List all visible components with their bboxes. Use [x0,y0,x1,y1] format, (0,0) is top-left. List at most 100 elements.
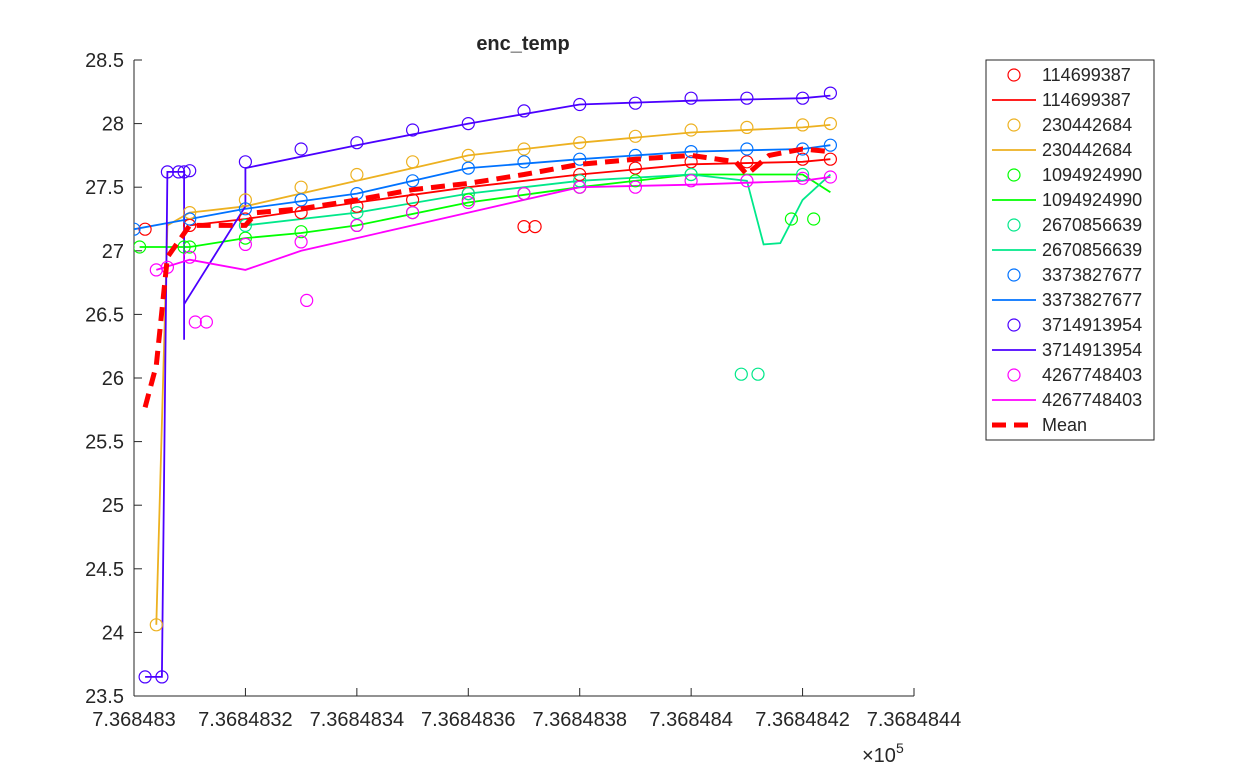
series-point-2 [628,129,643,143]
legend-marker [1007,118,1021,132]
series-point-3 [183,240,197,254]
x-tick-label: 7.368483 [92,709,175,731]
series-point-2 [294,180,308,194]
series-point-2 [517,142,531,156]
y-tick-label: 26.5 [85,304,124,326]
legend-label: 1094924990 [1042,190,1142,210]
legend-marker [1007,168,1021,182]
legend-label: 230442684 [1042,115,1132,135]
plot-area [134,60,914,696]
series-point-7 [238,237,252,251]
y-tick-label: 24 [102,622,124,644]
series-point-7 [740,174,754,188]
series-point-1 [406,193,420,207]
series-point-6 [740,91,754,105]
series-point-2 [238,193,252,207]
series-point-7 [795,171,810,185]
series-point-7 [461,195,475,210]
series-point-6 [350,136,364,150]
series-point-1 [795,152,810,166]
series-point-7 [684,174,698,188]
series-point-5 [573,152,587,166]
series-point-3 [177,240,191,254]
series-point-6 [406,123,420,137]
series-point-3 [238,231,252,245]
series-point-3 [807,212,821,226]
series-point-7 [183,250,197,264]
series-point-6 [628,96,643,110]
series-point-4 [795,167,810,182]
series-point-6 [172,165,186,179]
series-point-5 [740,142,754,156]
series-point-7 [350,218,364,232]
series-point-1 [684,155,698,169]
x-tick-label: 7.3684834 [310,709,405,731]
series-line-4 [245,173,832,246]
legend-label: 3714913954 [1042,340,1142,360]
series-point-7 [294,235,308,249]
series-point-4 [734,367,748,381]
legend-label: 3373827677 [1042,265,1142,285]
series-point-4 [350,206,364,220]
x-exponent-base: ×10 [862,745,896,767]
series-line-5 [134,144,831,231]
series-point-7 [188,315,202,329]
y-tick-label: 28 [102,114,124,136]
series-point-2 [684,123,698,137]
series-point-5 [461,161,475,175]
y-tick-label: 25.5 [85,432,124,454]
series-point-1 [628,161,643,175]
series-point-2 [149,618,163,632]
series-point-7 [573,180,587,194]
series-point-6 [795,91,810,105]
series-point-6 [238,155,252,169]
y-tick-label: 27.5 [85,177,124,199]
series-point-2 [795,118,810,132]
series-point-2 [350,167,364,182]
series-point-2 [461,148,475,162]
y-tick-label: 25 [102,495,124,517]
y-tick-label: 27 [102,241,124,263]
series-point-1 [573,167,587,182]
legend-label: 230442684 [1042,140,1132,160]
legend-marker [1007,218,1021,232]
x-exponent-label: ×105 [862,740,904,767]
series-point-7 [199,315,213,329]
series-point-7 [300,293,314,307]
legend-marker [1007,368,1021,382]
legend-marker [1007,318,1021,332]
series-point-2 [740,120,754,135]
x-tick-label: 7.3684832 [198,709,293,731]
legend-marker [1007,268,1021,282]
series-point-6 [183,164,197,178]
series-point-1 [823,152,838,166]
series-point-3 [628,174,643,188]
series-point-4 [238,218,252,232]
axes: 7.368483 7.3684832 7.3684834 7.3684836 7.368… [85,50,961,731]
series-line-7 [156,176,831,271]
series-point-2 [406,155,420,169]
series-point-1 [528,220,542,234]
x-tick-label: 7.3684836 [421,709,516,731]
y-tick-label: 28.5 [85,50,124,72]
legend-label: 2670856639 [1042,215,1142,235]
x-tick-label: 7.368484 [649,709,732,731]
series-point-4 [573,174,587,188]
series-point-5 [183,212,197,226]
legend-marker [1007,68,1021,82]
x-tick-label: 7.3684844 [867,709,962,731]
legend-label: 1094924990 [1042,165,1142,185]
y-tick-label: 26 [102,368,124,390]
series-point-1 [138,222,152,236]
legend-label: 4267748403 [1042,365,1142,385]
series-point-1 [740,155,754,169]
legend-label: 2670856639 [1042,240,1142,260]
legend-label: 3714913954 [1042,315,1142,335]
legend-label: 4267748403 [1042,390,1142,410]
series-point-6 [160,165,174,179]
series-point-6 [573,97,587,112]
series-point-7 [628,180,643,194]
x-tick-label: 7.3684842 [755,709,850,731]
series-point-7 [406,206,420,220]
